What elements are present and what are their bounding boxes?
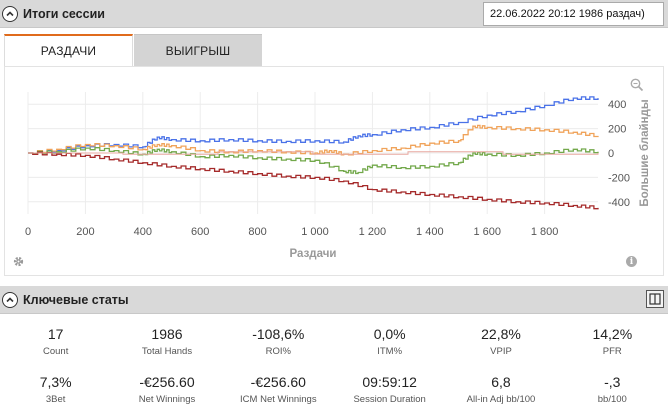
y-tick-label: -400 (608, 197, 630, 209)
stat-value: 6,8 (491, 374, 511, 390)
chevron-up-icon[interactable] (2, 5, 18, 22)
stat-value: 17 (47, 326, 64, 342)
stat-label: All-in Adj bb/100 (466, 394, 536, 405)
stat-icm-net-winnings: -€256.60 ICM Net Winnings (223, 372, 334, 416)
x-tick-label: 200 (76, 226, 94, 238)
session-select[interactable]: 22.06.2022 20:12 1986 раздач) (483, 2, 664, 26)
stat-3bet: 7,3% 3Bet (0, 372, 111, 416)
x-tick-label: 600 (191, 226, 209, 238)
stats-row: 17 Count 1986 Total Hands -108,6% ROI% 0,0%… (0, 324, 668, 368)
x-tick-label: 400 (134, 226, 152, 238)
stat-session-duration: 09:59:12 Session Duration (334, 372, 445, 416)
stat-label: ITM% (377, 346, 403, 357)
series-line (28, 151, 599, 210)
x-tick-label: 1 400 (416, 226, 444, 238)
y-tick-label: 200 (608, 124, 626, 136)
x-tick-label: 1 200 (359, 226, 387, 238)
stat-label: ICM Net Winnings (240, 394, 317, 405)
stat-itm: 0,0% ITM% (334, 324, 445, 368)
session-chart: 0 200 400 600 800 1 000 1 200 1 400 1 600 1 800 40… (25, 92, 651, 260)
info-icon[interactable]: i (626, 256, 637, 267)
x-axis-title: Раздачи (290, 248, 337, 260)
stat-bb100: -,3 bb/100 (557, 372, 668, 416)
stat-label: PFR (602, 346, 622, 357)
stat-value: -€256.60 (250, 374, 306, 390)
chart-panel (4, 66, 664, 276)
stat-label: Net Winnings (138, 394, 196, 405)
y-tick-label: 0 (608, 148, 614, 160)
stat-net-winnings: -€256.60 Net Winnings (111, 372, 222, 416)
stat-label: ROI% (265, 346, 291, 357)
stat-label: Session Duration (353, 394, 426, 405)
y-tick-label: -200 (608, 172, 630, 184)
stat-value: -,3 (604, 374, 621, 390)
key-stats-grid: 17 Count 1986 Total Hands -108,6% ROI% 0,0%… (0, 324, 668, 416)
stat-value: -108,6% (252, 326, 305, 342)
x-tick-label: 800 (248, 226, 266, 238)
gear-icon[interactable] (12, 255, 25, 273)
stat-value: 09:59:12 (362, 374, 417, 390)
key-stats-header: Ключевые статы (0, 286, 668, 314)
stat-value: 0,0% (373, 326, 406, 342)
stat-label: 3Bet (45, 394, 66, 405)
stat-vpip: 22,8% VPIP (445, 324, 556, 368)
stat-value: 7,3% (39, 374, 72, 390)
key-stats-title: Ключевые статы (23, 292, 129, 307)
x-tick-label: 1 000 (301, 226, 329, 238)
stat-label: bb/100 (597, 394, 627, 405)
layout-icon[interactable] (646, 290, 664, 308)
series-line (28, 124, 599, 156)
stat-value: 22,8% (481, 326, 521, 342)
stat-label: Total Hands (141, 346, 193, 357)
x-tick-label: 0 (25, 226, 31, 238)
stat-value: -€256.60 (139, 374, 195, 390)
series-line (28, 151, 599, 155)
stats-row: 7,3% 3Bet -€256.60 Net Winnings -€256.60 IC… (0, 372, 668, 416)
series-line (28, 96, 599, 155)
chart-tabs: РАЗДАЧИ ВЫИГРЫШ (4, 34, 262, 66)
stat-value: 1986 (151, 326, 183, 342)
y-tick-label: 400 (608, 99, 626, 111)
stat-label: Count (42, 346, 69, 357)
tab-hands[interactable]: РАЗДАЧИ (4, 34, 133, 66)
tab-winnings[interactable]: ВЫИГРЫШ (134, 34, 262, 66)
session-summary-title: Итоги сессии (23, 6, 105, 21)
session-summary-header: Итоги сессии 22.06.2022 20:12 1986 разда… (0, 0, 668, 28)
stat-pfr: 14,2% PFR (557, 324, 668, 368)
stat-roi: -108,6% ROI% (223, 324, 334, 368)
y-axis-title: Большие блайнды (639, 99, 651, 206)
stat-total-hands: 1986 Total Hands (111, 324, 222, 368)
zoom-icon[interactable] (630, 78, 644, 97)
chevron-up-icon[interactable] (2, 291, 18, 308)
stat-count: 17 Count (0, 324, 111, 368)
stat-allin-adj: 6,8 All-in Adj bb/100 (445, 372, 556, 416)
x-tick-label: 1 600 (473, 226, 501, 238)
x-tick-label: 1 800 (531, 226, 559, 238)
stat-label: VPIP (490, 346, 512, 357)
stat-value: 14,2% (592, 326, 633, 342)
